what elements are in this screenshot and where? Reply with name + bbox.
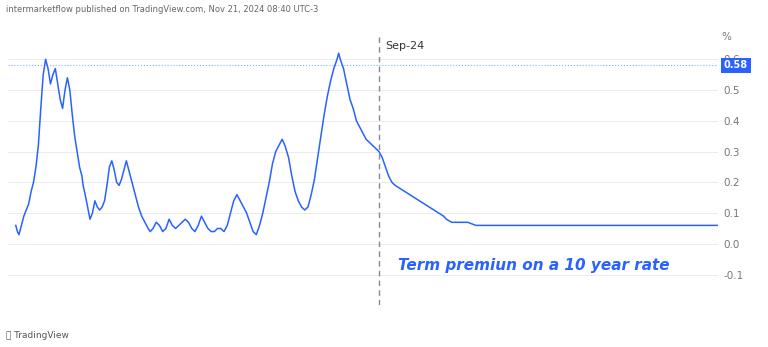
Text: 0.58: 0.58: [723, 60, 748, 70]
Text: intermarketflow published on TradingView.com, Nov 21, 2024 08:40 UTC-3: intermarketflow published on TradingView…: [6, 5, 319, 14]
Text: Term premiun on a 10 year rate: Term premiun on a 10 year rate: [399, 258, 670, 273]
Text: ⧖ TradingView: ⧖ TradingView: [6, 331, 69, 340]
Text: %: %: [722, 32, 731, 42]
Text: Sep-24: Sep-24: [386, 41, 425, 51]
